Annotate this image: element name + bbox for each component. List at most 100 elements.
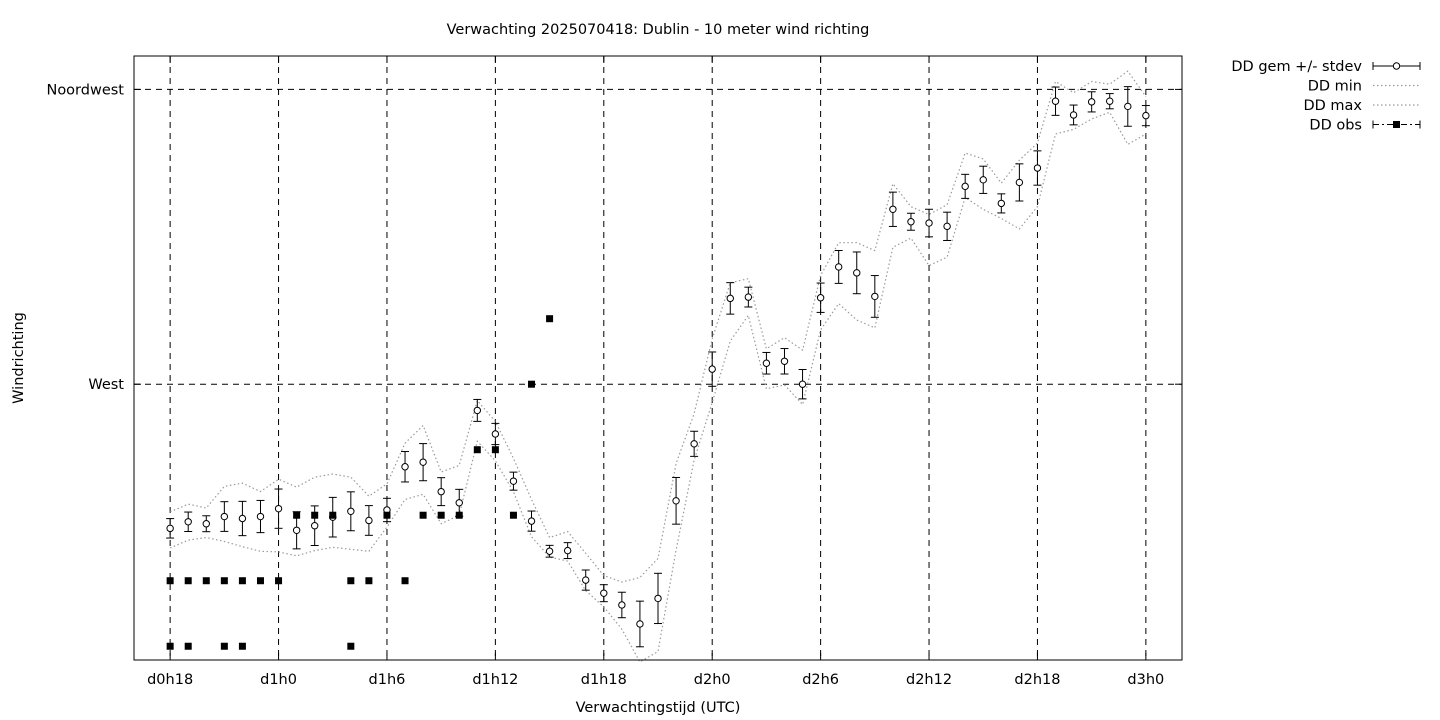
obs-point xyxy=(437,511,445,519)
mean-point xyxy=(618,601,626,609)
mean-point-with-errorbar xyxy=(437,477,446,507)
mean-point xyxy=(509,477,518,485)
mean-point xyxy=(979,176,987,184)
obs-point xyxy=(455,511,463,519)
obs-point xyxy=(202,577,210,585)
mean-point-with-errorbar xyxy=(1087,91,1096,113)
mean-point-with-errorbar xyxy=(780,348,789,375)
mean-point xyxy=(473,406,482,415)
mean-point xyxy=(654,594,662,603)
mean-point xyxy=(726,294,734,303)
mean-point xyxy=(744,293,753,301)
obs-point xyxy=(220,577,228,585)
mean-point-with-errorbar xyxy=(635,600,644,648)
mean-point xyxy=(997,199,1006,208)
mean-point xyxy=(780,357,789,365)
mean-point-with-errorbar xyxy=(202,515,211,533)
obs-point xyxy=(528,380,536,388)
mean-point-with-errorbar xyxy=(1051,86,1060,116)
obs-point xyxy=(293,511,301,519)
obs-point xyxy=(311,511,319,519)
mean-point-with-errorbar xyxy=(238,500,247,537)
y-axis-label: Windrichting xyxy=(11,312,27,404)
mean-point xyxy=(256,512,265,521)
mean-point xyxy=(636,620,644,628)
obs-point xyxy=(491,446,499,454)
mean-point xyxy=(690,440,698,448)
mean-point-with-errorbar xyxy=(166,518,175,539)
mean-point xyxy=(834,263,843,271)
mean-point xyxy=(762,359,771,367)
y-tick-label: West xyxy=(88,377,124,393)
obs-point xyxy=(238,642,246,650)
series-layer xyxy=(166,70,1150,663)
mean-point xyxy=(365,516,373,525)
x-tick-label: d2h6 xyxy=(802,672,839,688)
obs-point xyxy=(401,577,409,585)
mean-point-with-errorbar xyxy=(762,351,771,375)
mean-point-with-errorbar xyxy=(346,491,355,532)
max-series-line xyxy=(169,70,1147,583)
mean-point-with-errorbar xyxy=(364,505,373,536)
x-tick-label: d1h18 xyxy=(581,672,627,688)
legend-swatch-square xyxy=(1393,121,1400,128)
mean-point xyxy=(672,497,680,505)
mean-point xyxy=(1142,111,1150,120)
obs-point xyxy=(383,511,391,519)
mean-point-with-errorbar xyxy=(816,282,825,313)
mean-point xyxy=(943,222,951,231)
mean-point xyxy=(401,463,409,471)
mean-point xyxy=(527,517,536,525)
mean-point xyxy=(491,430,500,438)
mean-point xyxy=(582,576,590,584)
mean-point-with-errorbar xyxy=(1033,150,1042,186)
mean-point xyxy=(1033,164,1042,172)
obs-point xyxy=(347,642,355,650)
mean-point-with-errorbar xyxy=(527,510,536,532)
x-tick-label: d0h18 xyxy=(147,672,193,688)
obs-point xyxy=(365,577,373,585)
x-tick-label: d1h0 xyxy=(260,672,297,688)
mean-point xyxy=(925,219,933,227)
mean-point-with-errorbar xyxy=(617,591,626,619)
mean-point-with-errorbar xyxy=(545,544,554,558)
mean-point xyxy=(798,380,807,388)
obs-point xyxy=(238,577,246,585)
mean-point-with-errorbar xyxy=(690,430,699,457)
mean-point xyxy=(563,546,572,555)
plot-area-border xyxy=(133,55,1183,661)
mean-point-with-errorbar xyxy=(798,369,807,400)
obs-point xyxy=(220,642,228,650)
mean-point xyxy=(1051,97,1060,105)
x-tick-label: d1h12 xyxy=(472,672,518,688)
chart-title: Verwachting 2025070418: Dublin - 10 mete… xyxy=(447,22,870,38)
mean-point-with-errorbar xyxy=(473,398,482,422)
obs-point xyxy=(184,577,192,585)
mean-point-with-errorbar xyxy=(184,511,193,533)
mean-point-with-errorbar xyxy=(1015,163,1024,202)
mean-point xyxy=(184,518,192,526)
mean-point-with-errorbar xyxy=(509,471,518,491)
obs-point xyxy=(275,577,283,585)
mean-point xyxy=(166,524,174,533)
mean-point xyxy=(889,205,897,213)
mean-point-with-errorbar xyxy=(220,501,229,532)
mean-point xyxy=(853,269,861,277)
legend-label: DD min xyxy=(1308,79,1362,95)
mean-point xyxy=(1106,97,1114,105)
mean-point-with-errorbar xyxy=(726,282,735,315)
mean-point xyxy=(1087,98,1096,106)
mean-point-with-errorbar xyxy=(943,211,952,241)
mean-point xyxy=(1069,111,1078,119)
mean-point-with-errorbar xyxy=(744,286,753,308)
mean-point-with-errorbar xyxy=(1123,86,1132,127)
mean-point-with-errorbar xyxy=(708,351,717,387)
obs-point xyxy=(166,642,174,650)
mean-point-with-errorbar xyxy=(599,584,608,603)
mean-point xyxy=(961,182,969,191)
mean-point-with-errorbar xyxy=(419,443,428,482)
mean-point xyxy=(238,514,247,523)
mean-point xyxy=(202,520,210,528)
mean-point-with-errorbar xyxy=(274,488,283,529)
